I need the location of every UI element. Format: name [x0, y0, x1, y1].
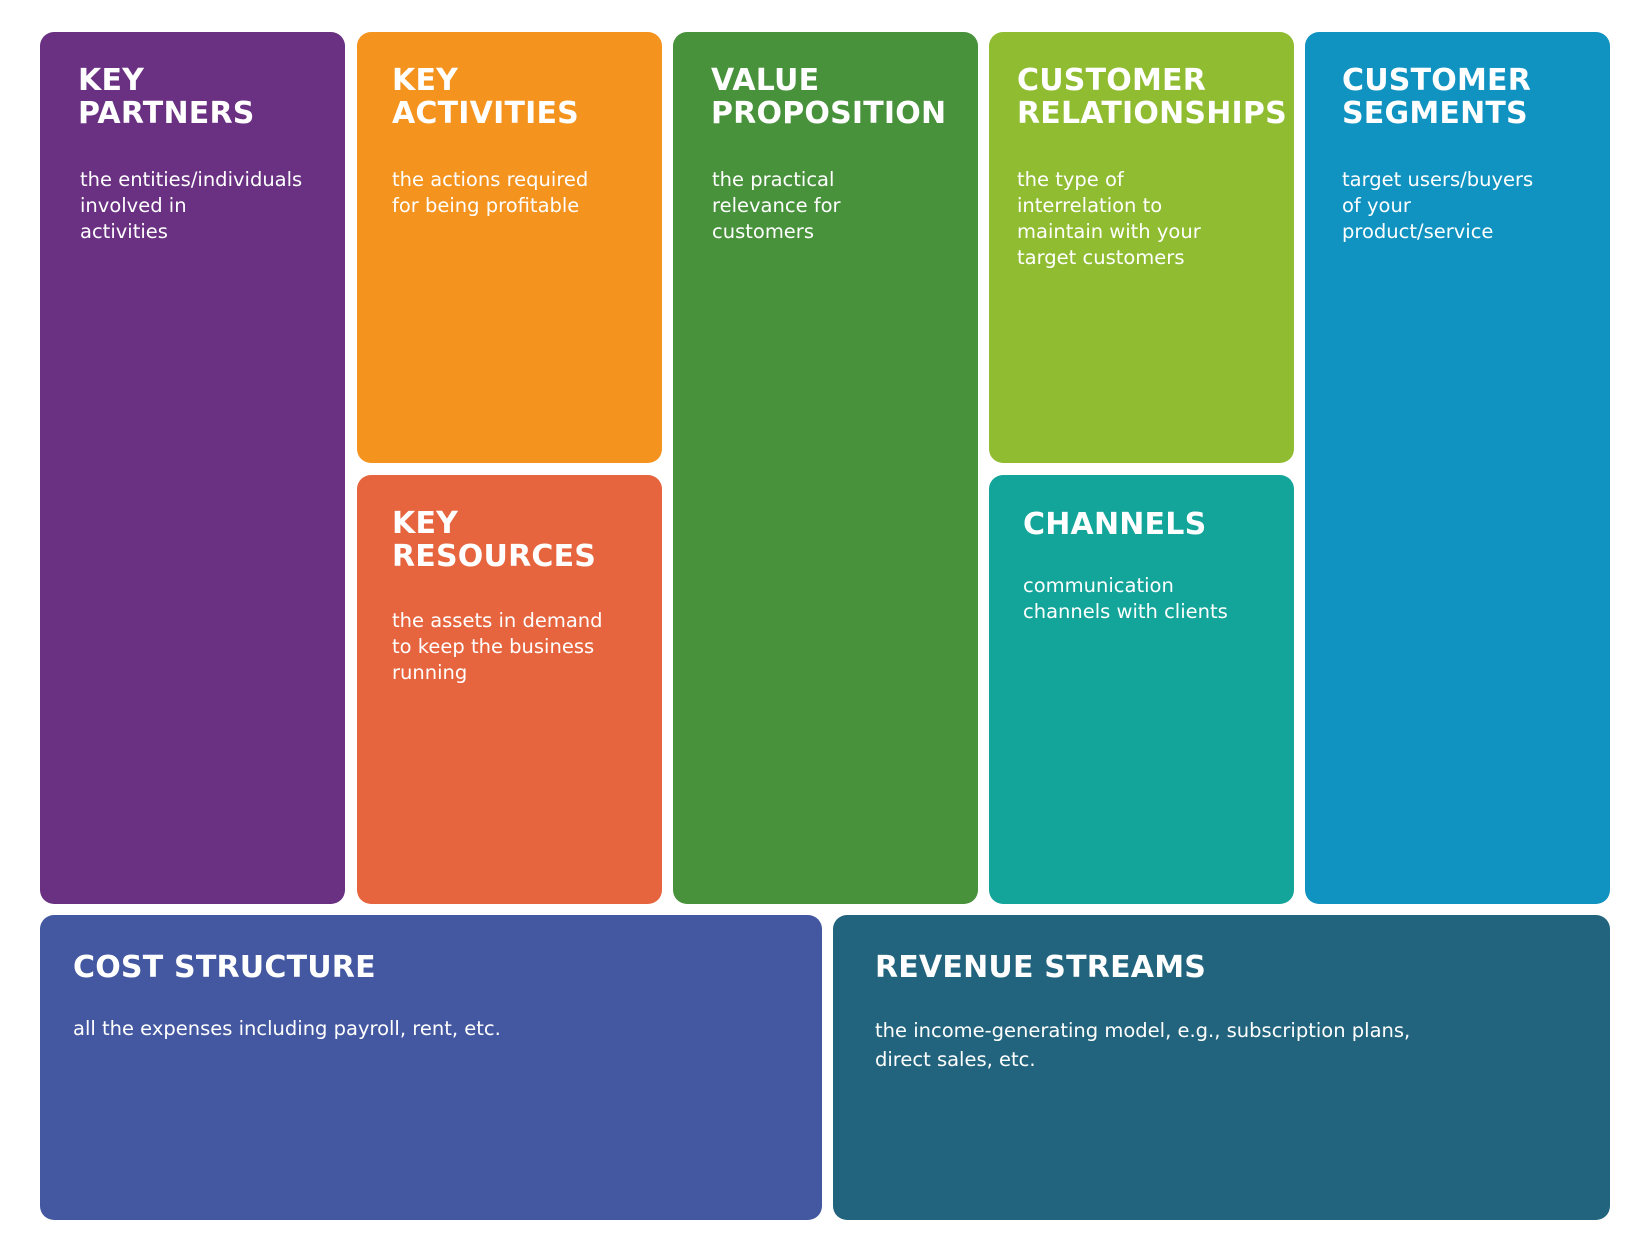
channels-title: CHANNELS: [1023, 507, 1207, 542]
value-proposition-description: the practical relevance for customers: [712, 168, 841, 243]
customer-relationships-description: the type of interrelation to maintain wi…: [1017, 168, 1201, 269]
cost-structure-description: all the expenses including payroll, rent…: [73, 1017, 501, 1040]
revenue-streams-description: the income-generating model, e.g., subsc…: [875, 1019, 1411, 1071]
customer-segments-title: CUSTOMER SEGMENTS: [1342, 63, 1531, 131]
cost-structure-block: COST STRUCTURE all the expenses includin…: [40, 915, 822, 1220]
key-partners-block: KEY PARTNERS the entities/individuals in…: [40, 32, 345, 904]
key-resources-description: the assets in demand to keep the busines…: [392, 609, 603, 684]
channels-description: communication channels with clients: [1023, 574, 1228, 623]
customer-segments-description: target users/buyers of your product/serv…: [1342, 168, 1534, 243]
channels-block: CHANNELS communication channels with cli…: [989, 475, 1294, 904]
revenue-streams-title: REVENUE STREAMS: [875, 950, 1207, 985]
value-proposition-title: VALUE PROPOSITION: [711, 63, 947, 131]
key-activities-title: KEY ACTIVITIES: [392, 63, 579, 131]
customer-relationships-title: CUSTOMER RELATIONSHIPS: [1017, 63, 1287, 131]
customer-relationships-block: CUSTOMER RELATIONSHIPS the type of inter…: [989, 32, 1294, 463]
key-partners-description: the entities/individuals involved in act…: [80, 168, 303, 243]
key-resources-title: KEY RESOURCES: [392, 506, 597, 574]
customer-segments-block: CUSTOMER SEGMENTS target users/buyers of…: [1305, 32, 1610, 904]
key-activities-description: the actions required for being profitabl…: [392, 168, 589, 217]
key-activities-block: KEY ACTIVITIES the actions required for …: [357, 32, 662, 463]
key-partners-title: KEY PARTNERS: [78, 63, 255, 131]
cost-structure-title: COST STRUCTURE: [73, 950, 376, 985]
value-proposition-block: VALUE PROPOSITION the practical relevanc…: [673, 32, 978, 904]
revenue-streams-block: REVENUE STREAMS the income-generating mo…: [833, 915, 1610, 1220]
key-resources-block: KEY RESOURCES the assets in demand to ke…: [357, 475, 662, 904]
